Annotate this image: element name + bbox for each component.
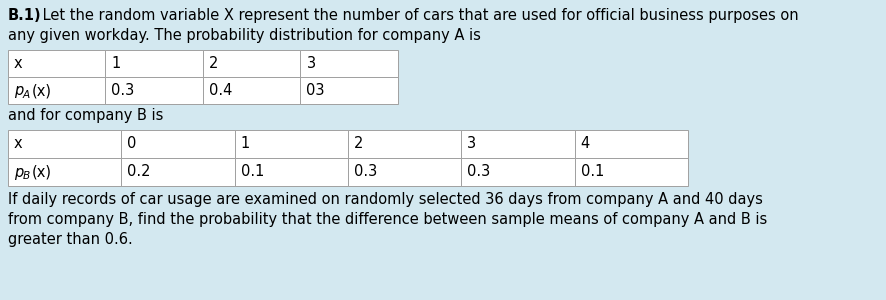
Text: (x): (x) xyxy=(32,83,52,98)
Text: (x): (x) xyxy=(32,164,52,179)
Bar xyxy=(8,158,121,186)
Text: 4: 4 xyxy=(580,136,589,152)
Text: from company B, find the probability that the difference between sample means of: from company B, find the probability tha… xyxy=(8,212,766,227)
Text: any given workday. The probability distribution for company A is: any given workday. The probability distr… xyxy=(8,28,480,43)
Bar xyxy=(105,77,203,104)
Text: 0.3: 0.3 xyxy=(112,83,135,98)
Text: 0.1: 0.1 xyxy=(240,164,264,179)
Text: 0: 0 xyxy=(128,136,136,152)
Bar xyxy=(235,130,347,158)
Text: x: x xyxy=(14,56,23,71)
Bar xyxy=(121,158,235,186)
Text: p: p xyxy=(14,164,23,179)
Text: and for company B is: and for company B is xyxy=(8,108,163,123)
Text: 0.2: 0.2 xyxy=(128,164,151,179)
Text: 2: 2 xyxy=(354,136,363,152)
Text: p: p xyxy=(14,83,23,98)
Bar xyxy=(203,50,300,77)
Bar xyxy=(574,130,688,158)
Bar xyxy=(105,50,203,77)
Text: x: x xyxy=(14,136,23,152)
Bar xyxy=(574,158,688,186)
Text: greater than 0.6.: greater than 0.6. xyxy=(8,232,133,247)
Text: 0.3: 0.3 xyxy=(467,164,490,179)
Bar xyxy=(121,130,235,158)
Text: 1: 1 xyxy=(240,136,250,152)
Bar xyxy=(8,50,105,77)
Bar xyxy=(347,130,461,158)
Text: 0.1: 0.1 xyxy=(580,164,603,179)
Text: 0.3: 0.3 xyxy=(354,164,377,179)
Text: Let the random variable X represent the number of cars that are used for officia: Let the random variable X represent the … xyxy=(38,8,797,23)
Text: 2: 2 xyxy=(209,56,218,71)
Bar xyxy=(300,50,398,77)
Bar xyxy=(203,77,300,104)
Text: B.1): B.1) xyxy=(8,8,42,23)
Bar xyxy=(461,158,574,186)
Bar xyxy=(235,158,347,186)
Text: If daily records of car usage are examined on randomly selected 36 days from com: If daily records of car usage are examin… xyxy=(8,192,762,207)
Text: 3: 3 xyxy=(307,56,315,71)
Bar xyxy=(300,77,398,104)
Text: A: A xyxy=(23,89,30,100)
Bar xyxy=(461,130,574,158)
Bar xyxy=(8,130,121,158)
Text: B: B xyxy=(23,171,30,181)
Text: 03: 03 xyxy=(307,83,324,98)
Bar xyxy=(347,158,461,186)
Bar xyxy=(8,77,105,104)
Text: 0.4: 0.4 xyxy=(209,83,232,98)
Text: 1: 1 xyxy=(112,56,120,71)
Text: 3: 3 xyxy=(467,136,476,152)
